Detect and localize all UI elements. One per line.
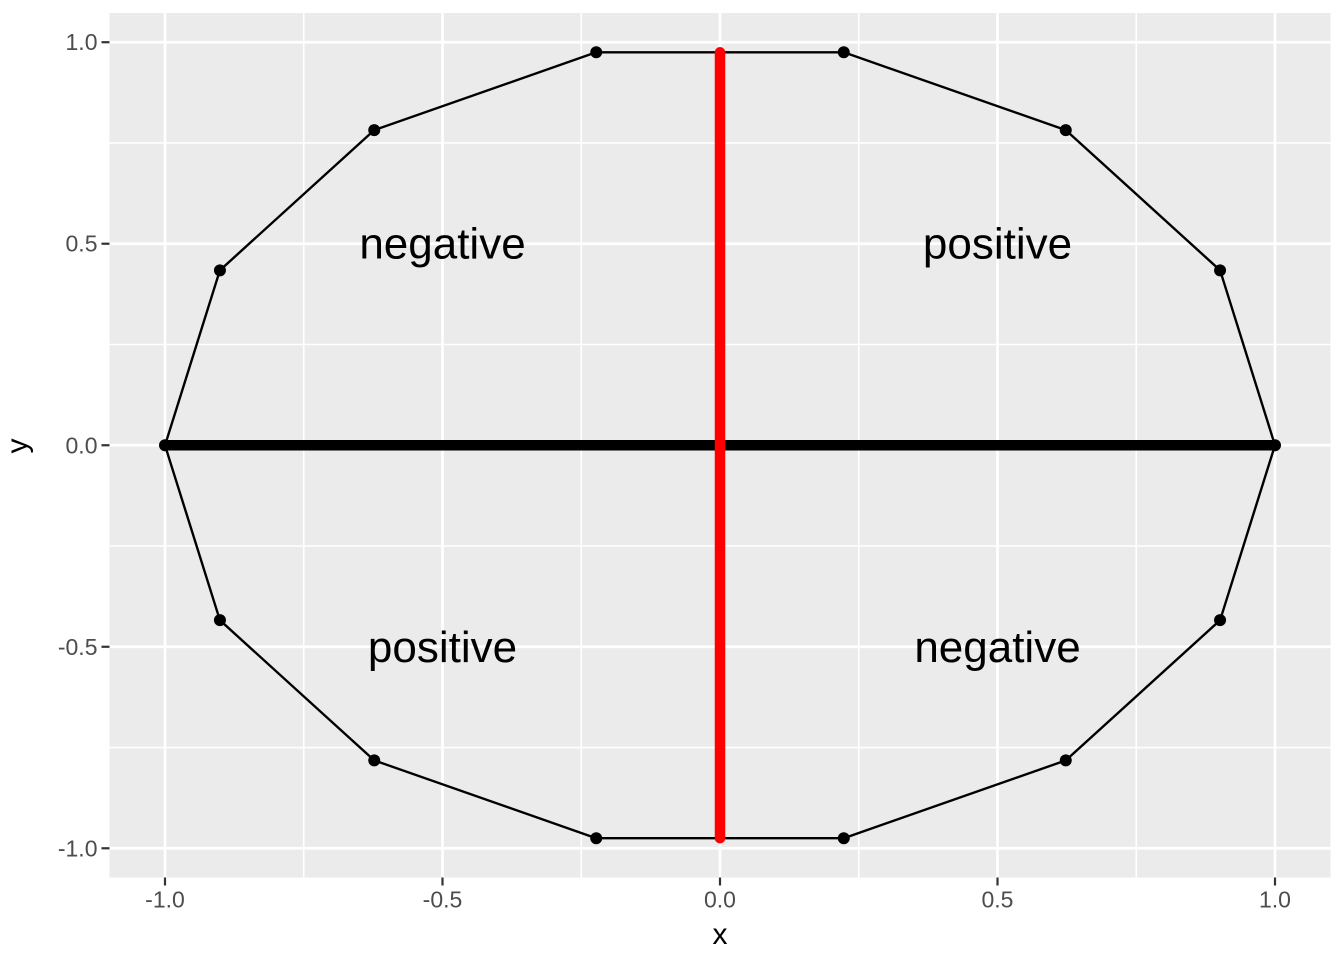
data-point <box>1269 439 1281 452</box>
data-point <box>213 614 226 627</box>
y-tick-label: -1.0 <box>58 835 98 861</box>
x-axis-title: x <box>713 918 728 951</box>
data-point <box>159 439 171 452</box>
data-point <box>837 46 850 59</box>
y-tick-label: 1.0 <box>66 29 98 55</box>
data-point <box>1214 614 1227 627</box>
x-tick-label: -0.5 <box>423 887 463 913</box>
plot-panel: negative positive positive negative <box>109 13 1331 878</box>
data-point <box>1059 754 1072 767</box>
data-point <box>1059 124 1072 137</box>
quadrant-label: positive <box>368 623 517 672</box>
data-point <box>590 832 603 845</box>
data-point <box>368 124 381 137</box>
data-point <box>213 264 226 277</box>
y-tick-label: 0.5 <box>66 231 98 257</box>
axes: -1.0 -0.5 0.0 0.5 1.0 -1.0 -0.5 0.0 0.5 1.0 <box>58 29 1291 912</box>
x-tick-label: 1.0 <box>1259 887 1291 913</box>
quadrant-label: negative <box>359 220 525 269</box>
x-tick-label: -1.0 <box>145 887 185 913</box>
data-point <box>590 46 603 59</box>
y-tick-label: -0.5 <box>58 634 98 660</box>
quadrant-label: negative <box>914 623 1080 672</box>
x-tick-label: 0.5 <box>982 887 1014 913</box>
y-tick-label: 0.0 <box>66 432 98 458</box>
quadrant-label: positive <box>923 220 1072 269</box>
y-axis-title: y <box>1 439 34 454</box>
x-tick-label: 0.0 <box>704 887 736 913</box>
data-point <box>1214 264 1227 277</box>
data-point <box>837 832 850 845</box>
data-point <box>368 754 381 767</box>
